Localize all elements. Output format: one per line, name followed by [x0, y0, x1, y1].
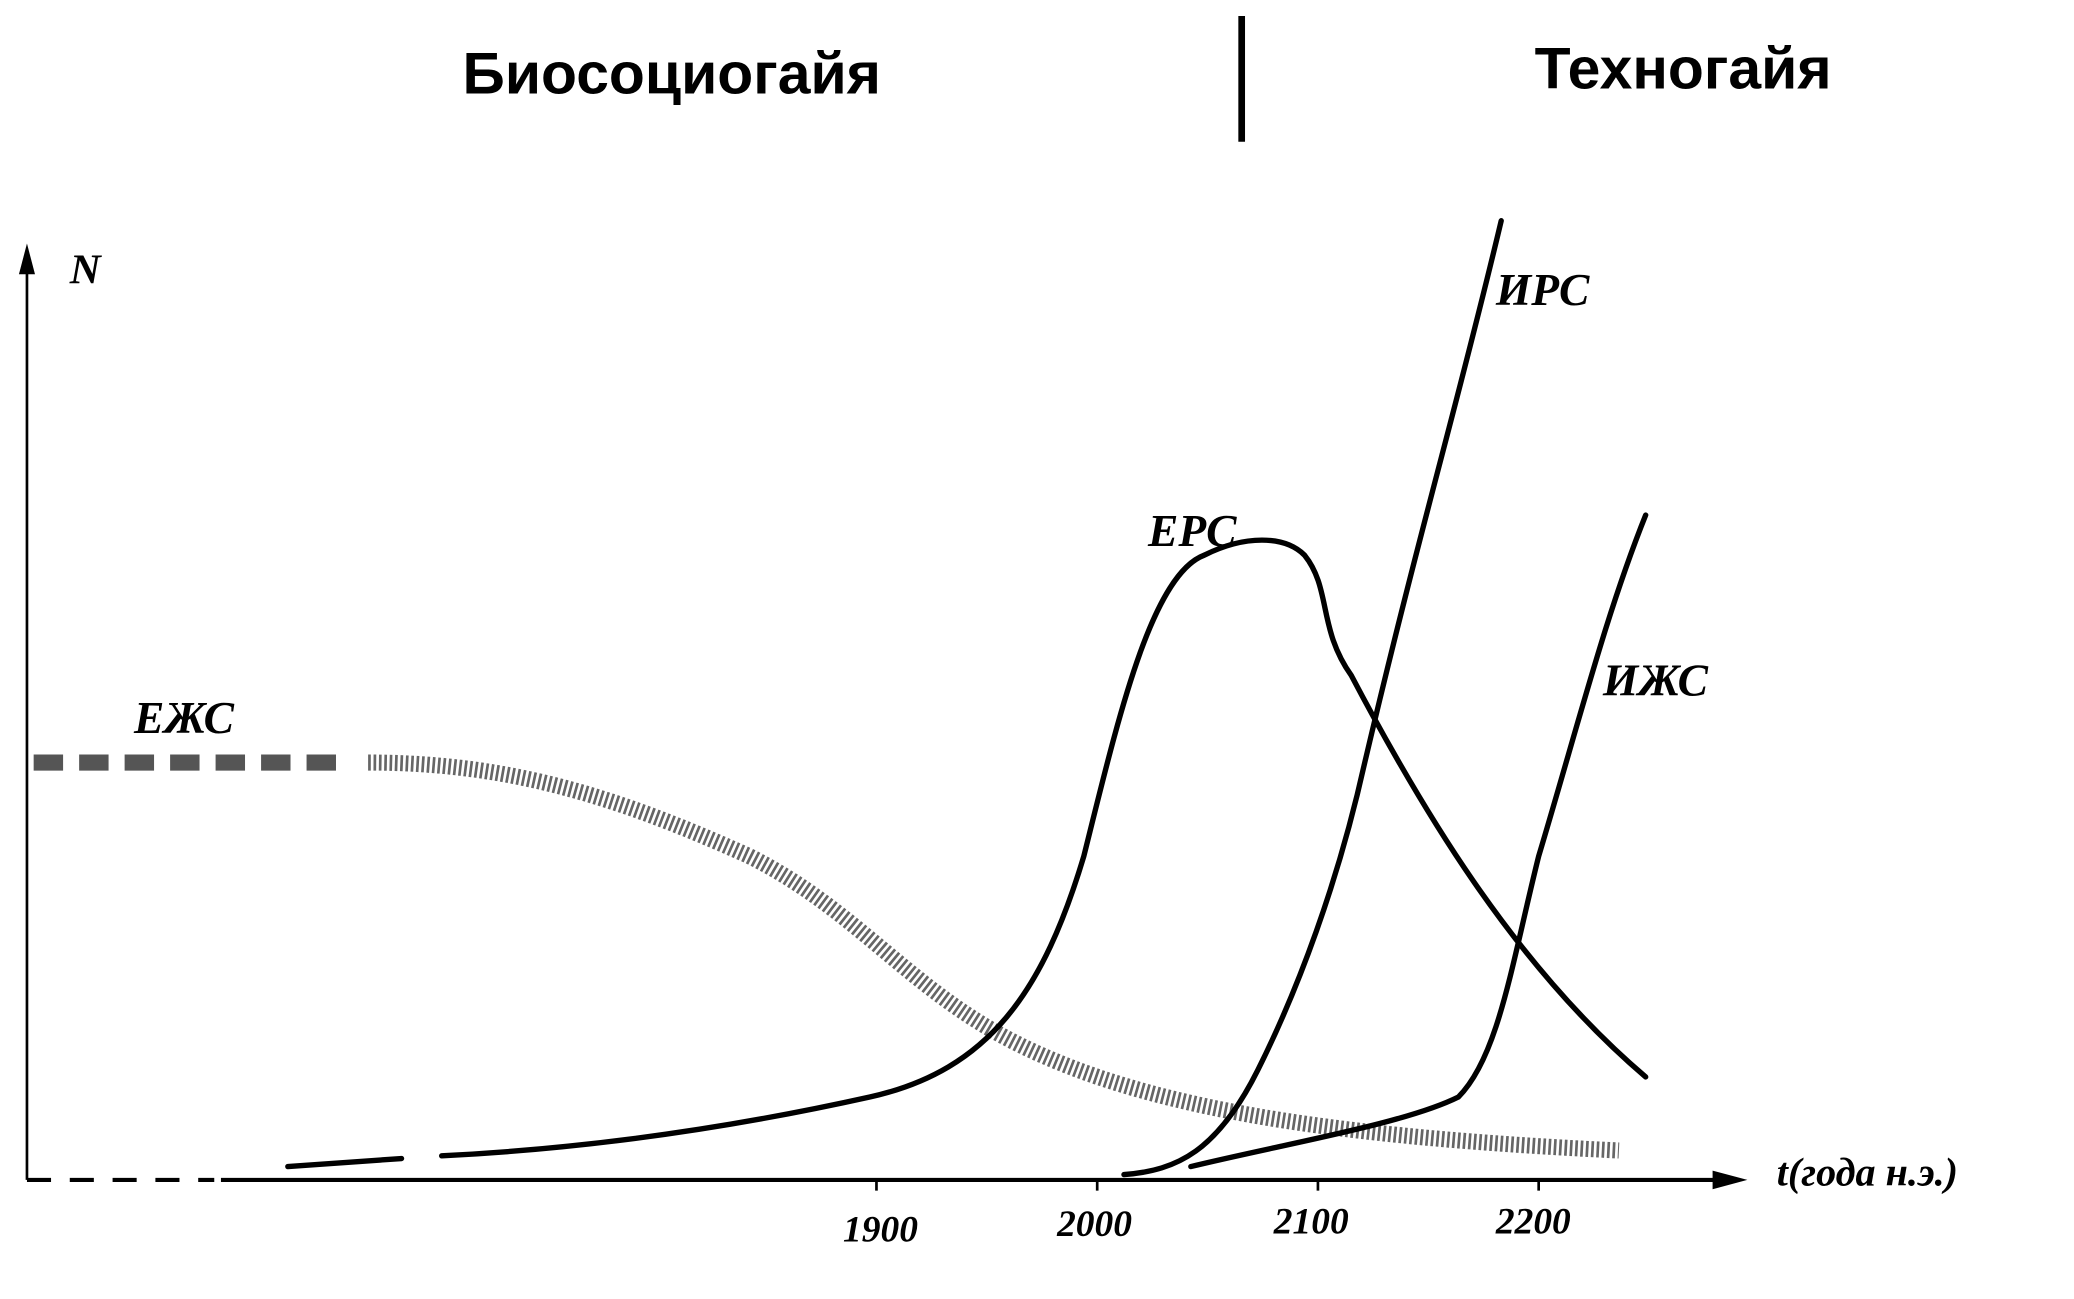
y-arrow	[18, 243, 35, 275]
ers-curve	[285, 537, 1649, 1170]
x-tick-label: 2100	[1273, 1201, 1349, 1242]
curve-label: ЕЖС	[133, 692, 235, 743]
irs-curve	[1121, 218, 1504, 1178]
x-tick-label: 2200	[1495, 1201, 1571, 1242]
left-title: Биосоциогайя	[463, 42, 881, 107]
right-title: Техногайя	[1535, 36, 1832, 101]
curve-label: ИЖС	[1602, 655, 1709, 706]
izhs-curve	[1188, 512, 1649, 1170]
y-label: N	[69, 247, 103, 294]
x-tick-label: 1900	[843, 1209, 918, 1250]
x-tick-label: 2000	[1056, 1204, 1132, 1245]
curve-label: ИРС	[1495, 264, 1590, 315]
ezhs-curve	[368, 754, 1620, 1159]
x-arrow	[1712, 1170, 1748, 1190]
x-label: t(года н.э.)	[1777, 1149, 1958, 1194]
ticks	[875, 1179, 1541, 1191]
curve-label: ЕРС	[1147, 505, 1237, 556]
